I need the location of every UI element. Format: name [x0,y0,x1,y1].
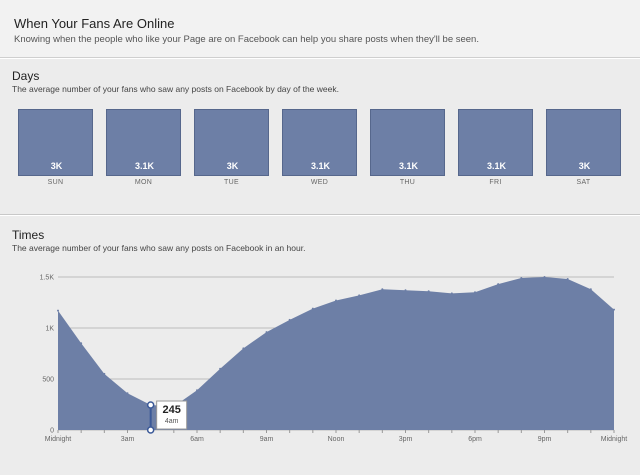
y-tick-label: 500 [42,377,54,384]
x-tick-label: 3pm [399,436,413,443]
data-point [311,307,314,310]
tooltip-box [156,400,188,430]
day-label: SAT [576,179,591,186]
day-bar[interactable]: 3.1K [370,109,445,176]
day-label: THU [399,179,416,186]
times-title: Times [12,228,45,242]
data-point [381,288,384,291]
day-column-tue[interactable]: 3K TUE [194,109,269,189]
x-tick-label: Midnight [601,436,628,443]
data-point [358,294,361,297]
data-point [613,308,615,311]
data-point [404,289,407,292]
days-section: Days The average number of your fans who… [0,59,640,215]
day-bar[interactable]: 3K [18,109,93,176]
day-value: 3.1K [134,161,154,171]
page-title: When Your Fans Are Online [14,16,175,31]
day-label: MON [134,179,153,186]
day-column-mon[interactable]: 3.1K MON [106,109,181,189]
x-tick-label: 9am [260,436,274,443]
data-point [219,367,222,370]
y-tick-label: 1K [45,326,54,333]
header-section: When Your Fans Are Online Knowing when t… [0,0,640,58]
data-point [427,290,430,293]
series-area [58,277,614,430]
page-subtitle: Knowing when the people who like your Pa… [14,34,479,45]
day-column-thu[interactable]: 3.1K THU [370,109,445,189]
day-bar[interactable]: 3.1K [106,109,181,176]
day-label: TUE [224,179,239,186]
day-label: WED [310,179,329,186]
day-column-fri[interactable]: 3.1K FRI [458,109,533,189]
data-point [497,283,500,286]
days-description: The average number of your fans who saw … [12,84,339,94]
data-point [242,347,245,350]
data-point [450,292,453,295]
data-point [520,277,523,280]
times-area-chart[interactable]: 0 500 1K 1.5K Midnight 3am 6am 9am Noon 3pm 6pm 9pm… [0,216,640,475]
data-point [543,276,546,278]
day-column-sat[interactable]: 3K SAT [546,109,621,189]
data-point [589,288,592,291]
day-bar[interactable]: 3K [546,109,621,176]
day-label: FRI [489,179,502,186]
data-point [265,331,268,334]
x-tick-label: 9pm [538,436,552,443]
data-point [196,389,198,392]
day-bar[interactable]: 3K [194,109,269,176]
y-tick-label: 0 [50,428,54,435]
day-value: 3.1K [310,161,330,171]
data-point [57,309,59,312]
x-tick-label: Noon [328,436,345,443]
y-tick-label: 1.5K [40,275,55,282]
data-point [80,342,83,345]
day-label: SUN [47,179,64,186]
day-value: 3K [50,161,63,171]
highlight-marker-bottom [146,426,155,434]
data-point [335,299,337,302]
day-value: 3K [578,161,591,171]
data-point [566,278,569,281]
x-tick-label: Midnight [45,436,72,443]
day-bar[interactable]: 3.1K [282,109,357,176]
day-bar[interactable]: 3.1K [458,109,533,176]
tooltip-label: 4am [165,418,179,425]
x-tick-label: 3am [121,436,135,443]
times-description: The average number of your fans who saw … [12,243,306,253]
data-point [126,392,129,395]
data-point [103,372,106,375]
highlight-marker-top [146,401,155,409]
x-tick-label: 6am [190,436,204,443]
times-section: Times The average number of your fans wh… [0,216,640,475]
tooltip-value: 245 [162,404,180,416]
data-point [288,318,291,321]
day-value: 3.1K [486,161,506,171]
x-tick-label: 6pm [468,436,482,443]
day-value: 3.1K [398,161,418,171]
day-value: 3K [226,161,239,171]
day-column-sun[interactable]: 3K SUN [18,109,93,189]
day-column-wed[interactable]: 3.1K WED [282,109,357,189]
days-title: Days [12,69,40,83]
data-point [474,291,476,294]
